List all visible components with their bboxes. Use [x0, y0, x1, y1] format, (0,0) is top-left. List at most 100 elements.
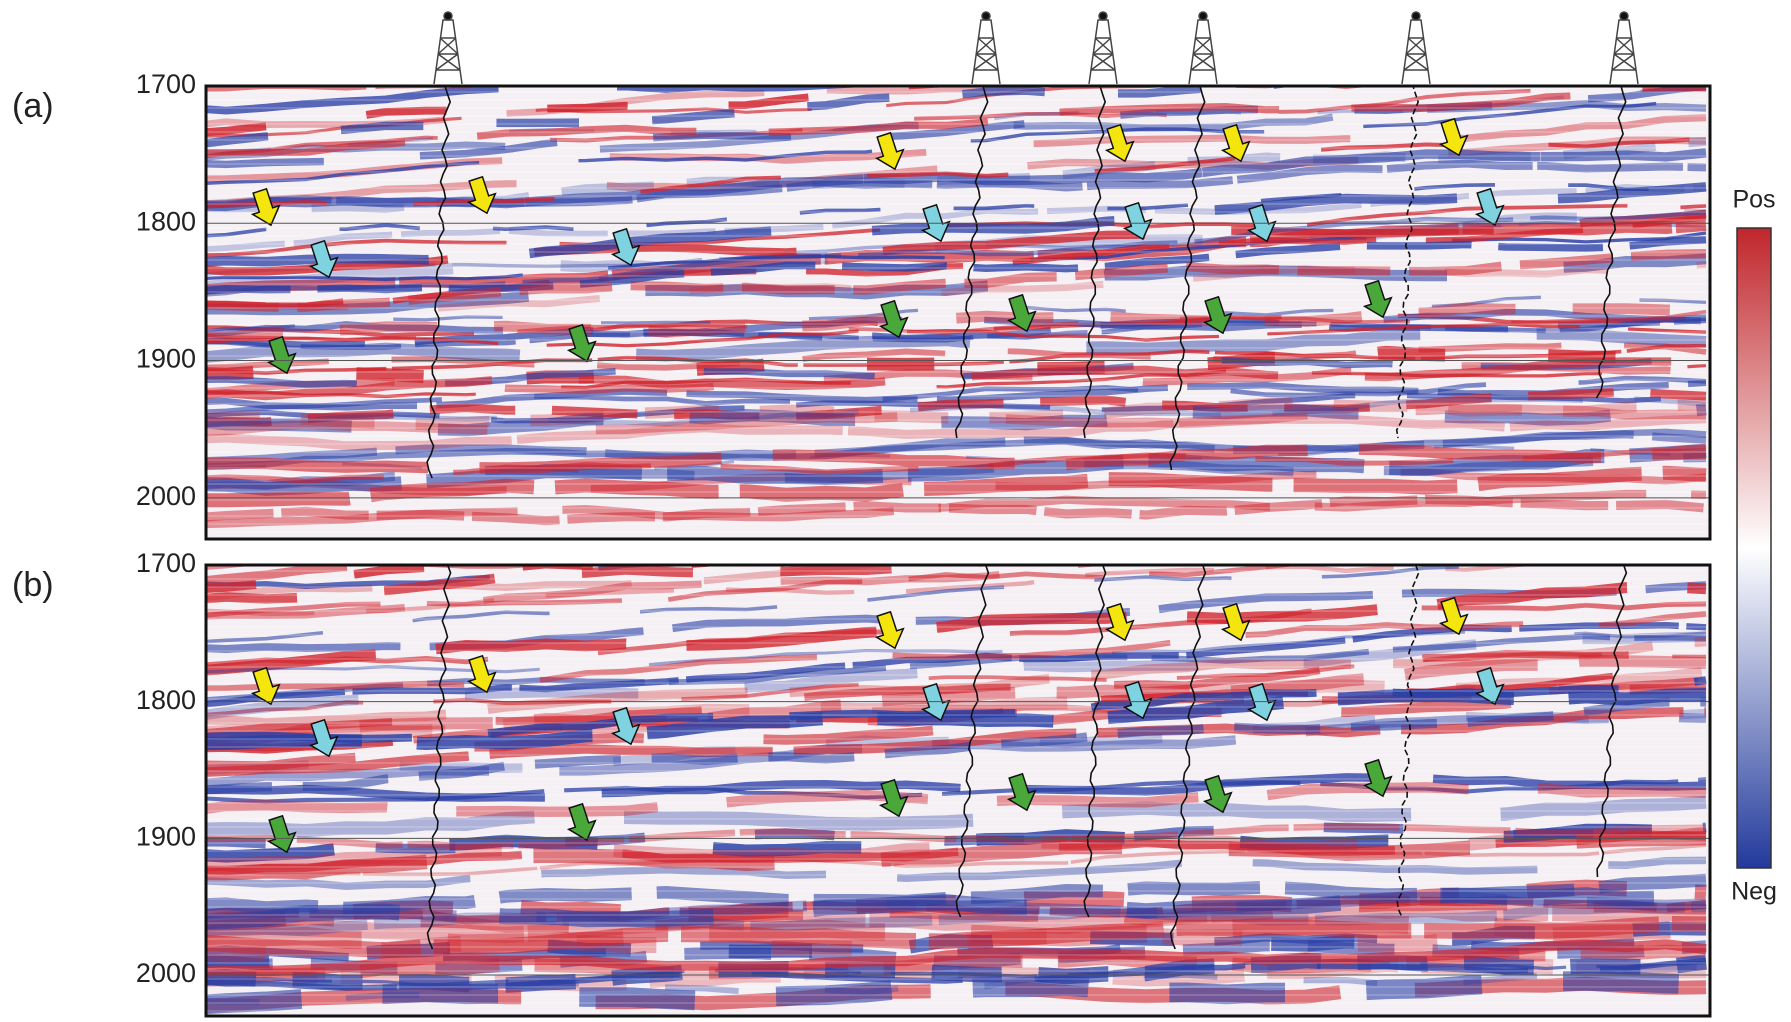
reflector	[206, 414, 1707, 451]
reflector	[206, 443, 1707, 484]
reflector	[206, 899, 1707, 944]
reflector	[206, 182, 1707, 238]
arrow	[566, 323, 597, 363]
reflector	[206, 944, 1707, 986]
colorbar	[1736, 227, 1772, 869]
section-frame	[204, 84, 1712, 541]
arrow	[874, 610, 905, 650]
depth-tick-label: 1800	[136, 206, 196, 236]
reflector	[206, 443, 1707, 474]
reflector	[206, 915, 1707, 959]
reflector	[206, 971, 1707, 1015]
reflector	[206, 898, 1707, 934]
arrow	[250, 666, 281, 706]
well-track	[1396, 565, 1420, 918]
reflector	[206, 343, 1707, 375]
arrow	[1362, 279, 1393, 319]
reflector	[206, 565, 1304, 618]
reflector	[206, 86, 1707, 157]
well-track	[1596, 565, 1628, 878]
arrow	[1122, 201, 1153, 241]
reflector	[206, 340, 1707, 371]
well-track	[426, 565, 452, 950]
reflector	[206, 631, 1707, 721]
arrow	[610, 227, 641, 267]
depth-tick-label: 1900	[136, 344, 196, 374]
arrow	[1220, 123, 1251, 163]
derrick-frame	[1609, 19, 1639, 85]
arrow	[1104, 123, 1135, 163]
well-derrick	[433, 11, 463, 85]
arrow	[610, 706, 641, 746]
well-track	[1169, 565, 1207, 950]
well-track	[1083, 565, 1107, 918]
arrow	[874, 131, 905, 171]
reflector	[206, 86, 1381, 138]
reflector	[206, 782, 1707, 817]
reflector	[206, 777, 1707, 804]
section-frame	[204, 563, 1712, 1018]
derrick-top	[1198, 11, 1208, 21]
derrick-top	[981, 11, 991, 21]
reflector	[206, 681, 1707, 772]
arrow	[308, 718, 339, 758]
reflector	[206, 565, 1542, 617]
reflector	[206, 86, 1707, 159]
arrow	[1362, 758, 1393, 798]
derrick-top	[1619, 11, 1629, 21]
reflector	[206, 565, 1495, 644]
reflector	[206, 565, 1110, 620]
panel-label: (a)	[12, 87, 54, 125]
reflector	[206, 396, 1707, 431]
well-derrick	[1188, 11, 1218, 85]
arrow	[250, 187, 281, 227]
arrow	[1202, 774, 1233, 814]
well-track	[1395, 86, 1420, 439]
reflector	[206, 821, 1707, 854]
reflector	[206, 428, 1707, 470]
reflector	[206, 326, 1707, 364]
reflector	[206, 706, 1707, 777]
reflector	[206, 249, 1707, 312]
well-derrick	[1609, 11, 1639, 85]
well-derrick	[1401, 11, 1431, 85]
arrow	[1006, 293, 1037, 333]
reflector	[206, 494, 1707, 526]
reflector	[206, 489, 1707, 529]
reflector	[206, 236, 1707, 295]
panel-label: (b)	[12, 566, 54, 604]
reflector	[206, 322, 1707, 348]
reflector	[206, 362, 1707, 396]
depth-tick-label: 2000	[136, 481, 196, 511]
arrow	[1438, 117, 1469, 157]
seismic-section	[186, 0, 1710, 539]
reflector	[206, 830, 1707, 881]
arrow	[878, 778, 909, 818]
reflector	[206, 630, 1707, 674]
derrick-top	[1411, 11, 1421, 21]
well-derrick	[971, 11, 1001, 85]
reflector	[206, 209, 1707, 276]
reflector	[206, 375, 1707, 415]
reflector	[206, 403, 1707, 437]
derrick-frame	[971, 19, 1001, 85]
reflector	[206, 647, 1707, 737]
reflector	[206, 387, 1707, 428]
arrow	[1122, 680, 1153, 720]
reflector	[206, 308, 1707, 338]
colorbar-top-label: Pos	[1732, 186, 1775, 214]
seismic-section	[206, 565, 1710, 1016]
reflector	[206, 403, 1707, 438]
derrick-frame	[1401, 19, 1431, 85]
reflector	[206, 309, 1707, 342]
arrow	[566, 802, 597, 842]
well-derrick	[1088, 11, 1118, 85]
depth-tick-label: 1700	[136, 69, 196, 99]
arrow	[1220, 602, 1251, 642]
reflector	[206, 676, 1707, 743]
arrow	[1202, 295, 1233, 335]
reflector	[186, 0, 1706, 82]
arrow	[1474, 666, 1505, 706]
reflector	[206, 822, 1707, 850]
